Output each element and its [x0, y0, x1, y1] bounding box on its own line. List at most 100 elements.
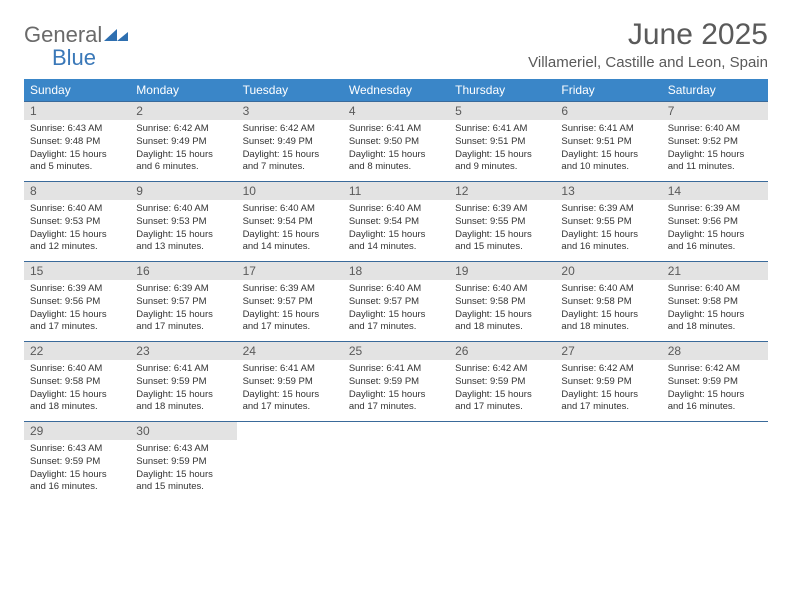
daylight-line: Daylight: 15 hours and 17 minutes.: [561, 389, 655, 415]
day-details-empty: [555, 440, 661, 501]
day-details-empty: [449, 440, 555, 501]
daylight-line: Daylight: 15 hours and 17 minutes.: [30, 309, 124, 335]
day-number-empty: [449, 422, 555, 440]
day-number-empty: [555, 422, 661, 440]
day-details: Sunrise: 6:40 AMSunset: 9:54 PMDaylight:…: [237, 200, 343, 261]
day-details: Sunrise: 6:42 AMSunset: 9:49 PMDaylight:…: [130, 120, 236, 181]
day-cell: 28Sunrise: 6:42 AMSunset: 9:59 PMDayligh…: [662, 342, 768, 422]
day-cell: [449, 422, 555, 502]
sunrise-line: Sunrise: 6:41 AM: [136, 363, 230, 376]
sunrise-line: Sunrise: 6:43 AM: [30, 123, 124, 136]
day-details: Sunrise: 6:39 AMSunset: 9:56 PMDaylight:…: [24, 280, 130, 341]
day-number: 3: [237, 102, 343, 120]
sunset-line: Sunset: 9:59 PM: [455, 376, 549, 389]
sunrise-line: Sunrise: 6:39 AM: [136, 283, 230, 296]
daylight-line: Daylight: 15 hours and 9 minutes.: [455, 149, 549, 175]
sunset-line: Sunset: 9:59 PM: [561, 376, 655, 389]
day-number: 8: [24, 182, 130, 200]
calendar-page: General Blue June 2025 Villameriel, Cast…: [0, 0, 792, 519]
daylight-line: Daylight: 15 hours and 16 minutes.: [668, 229, 762, 255]
day-cell: 16Sunrise: 6:39 AMSunset: 9:57 PMDayligh…: [130, 262, 236, 342]
day-number: 30: [130, 422, 236, 440]
sunset-line: Sunset: 9:59 PM: [349, 376, 443, 389]
day-details: Sunrise: 6:40 AMSunset: 9:52 PMDaylight:…: [662, 120, 768, 181]
sunset-line: Sunset: 9:51 PM: [455, 136, 549, 149]
sunset-line: Sunset: 9:49 PM: [136, 136, 230, 149]
sunset-line: Sunset: 9:52 PM: [668, 136, 762, 149]
day-details: Sunrise: 6:41 AMSunset: 9:51 PMDaylight:…: [555, 120, 661, 181]
day-number: 17: [237, 262, 343, 280]
sunrise-line: Sunrise: 6:41 AM: [243, 363, 337, 376]
day-cell: [237, 422, 343, 502]
daylight-line: Daylight: 15 hours and 17 minutes.: [349, 309, 443, 335]
sunrise-line: Sunrise: 6:39 AM: [561, 203, 655, 216]
day-details: Sunrise: 6:40 AMSunset: 9:54 PMDaylight:…: [343, 200, 449, 261]
daylight-line: Daylight: 15 hours and 14 minutes.: [349, 229, 443, 255]
day-number: 7: [662, 102, 768, 120]
day-cell: 17Sunrise: 6:39 AMSunset: 9:57 PMDayligh…: [237, 262, 343, 342]
day-header: Monday: [130, 79, 236, 102]
day-details: Sunrise: 6:41 AMSunset: 9:50 PMDaylight:…: [343, 120, 449, 181]
daylight-line: Daylight: 15 hours and 12 minutes.: [30, 229, 124, 255]
daylight-line: Daylight: 15 hours and 18 minutes.: [561, 309, 655, 335]
day-number: 26: [449, 342, 555, 360]
day-number: 24: [237, 342, 343, 360]
calendar-table: Sunday Monday Tuesday Wednesday Thursday…: [24, 79, 768, 501]
day-cell: 24Sunrise: 6:41 AMSunset: 9:59 PMDayligh…: [237, 342, 343, 422]
brand-logo: General Blue: [24, 24, 130, 69]
day-number: 1: [24, 102, 130, 120]
sunset-line: Sunset: 9:57 PM: [136, 296, 230, 309]
sunset-line: Sunset: 9:58 PM: [668, 296, 762, 309]
logo-mark-icon: [104, 26, 130, 49]
day-number: 22: [24, 342, 130, 360]
sunset-line: Sunset: 9:56 PM: [30, 296, 124, 309]
daylight-line: Daylight: 15 hours and 18 minutes.: [668, 309, 762, 335]
day-cell: 1Sunrise: 6:43 AMSunset: 9:48 PMDaylight…: [24, 102, 130, 182]
day-details: Sunrise: 6:41 AMSunset: 9:59 PMDaylight:…: [130, 360, 236, 421]
sunrise-line: Sunrise: 6:42 AM: [561, 363, 655, 376]
day-header-row: Sunday Monday Tuesday Wednesday Thursday…: [24, 79, 768, 102]
day-cell: 23Sunrise: 6:41 AMSunset: 9:59 PMDayligh…: [130, 342, 236, 422]
day-details: Sunrise: 6:40 AMSunset: 9:53 PMDaylight:…: [130, 200, 236, 261]
day-cell: 26 Sunrise: 6:42 AMSunset: 9:59 PMDayligh…: [449, 342, 555, 422]
daylight-line: Daylight: 15 hours and 18 minutes.: [136, 389, 230, 415]
sunrise-line: Sunrise: 6:43 AM: [30, 443, 124, 456]
sunrise-line: Sunrise: 6:41 AM: [455, 123, 549, 136]
day-cell: 3Sunrise: 6:42 AMSunset: 9:49 PMDaylight…: [237, 102, 343, 182]
day-number: 25: [343, 342, 449, 360]
day-number: 18: [343, 262, 449, 280]
sunrise-line: Sunrise: 6:40 AM: [455, 283, 549, 296]
sunset-line: Sunset: 9:54 PM: [349, 216, 443, 229]
day-cell: [555, 422, 661, 502]
day-cell: 14Sunrise: 6:39 AMSunset: 9:56 PMDayligh…: [662, 182, 768, 262]
sunrise-line: Sunrise: 6:39 AM: [243, 283, 337, 296]
sunrise-line: Sunrise: 6:41 AM: [561, 123, 655, 136]
day-cell: 11Sunrise: 6:40 AMSunset: 9:54 PMDayligh…: [343, 182, 449, 262]
day-cell: 7Sunrise: 6:40 AMSunset: 9:52 PMDaylight…: [662, 102, 768, 182]
daylight-line: Daylight: 15 hours and 16 minutes.: [561, 229, 655, 255]
day-details-empty: [343, 440, 449, 501]
day-number: 2: [130, 102, 236, 120]
sunrise-line: Sunrise: 6:39 AM: [668, 203, 762, 216]
day-number: 28: [662, 342, 768, 360]
daylight-line: Daylight: 15 hours and 8 minutes.: [349, 149, 443, 175]
calendar-body: 1Sunrise: 6:43 AMSunset: 9:48 PMDaylight…: [24, 102, 768, 502]
sunrise-line: Sunrise: 6:42 AM: [136, 123, 230, 136]
day-cell: 25Sunrise: 6:41 AMSunset: 9:59 PMDayligh…: [343, 342, 449, 422]
sunrise-line: Sunrise: 6:40 AM: [349, 203, 443, 216]
location-text: Villameriel, Castille and Leon, Spain: [528, 54, 768, 71]
day-header: Friday: [555, 79, 661, 102]
day-cell: 13Sunrise: 6:39 AMSunset: 9:55 PMDayligh…: [555, 182, 661, 262]
day-number: 20: [555, 262, 661, 280]
sunrise-line: Sunrise: 6:42 AM: [455, 363, 549, 376]
sunset-line: Sunset: 9:59 PM: [668, 376, 762, 389]
day-cell: 15Sunrise: 6:39 AMSunset: 9:56 PMDayligh…: [24, 262, 130, 342]
day-number-empty: [237, 422, 343, 440]
day-number: 9: [130, 182, 236, 200]
sunrise-line: Sunrise: 6:41 AM: [349, 363, 443, 376]
day-cell: 5Sunrise: 6:41 AMSunset: 9:51 PMDaylight…: [449, 102, 555, 182]
daylight-line: Daylight: 15 hours and 15 minutes.: [136, 469, 230, 495]
daylight-line: Daylight: 15 hours and 18 minutes.: [30, 389, 124, 415]
day-cell: [662, 422, 768, 502]
daylight-line: Daylight: 15 hours and 17 minutes.: [455, 389, 549, 415]
